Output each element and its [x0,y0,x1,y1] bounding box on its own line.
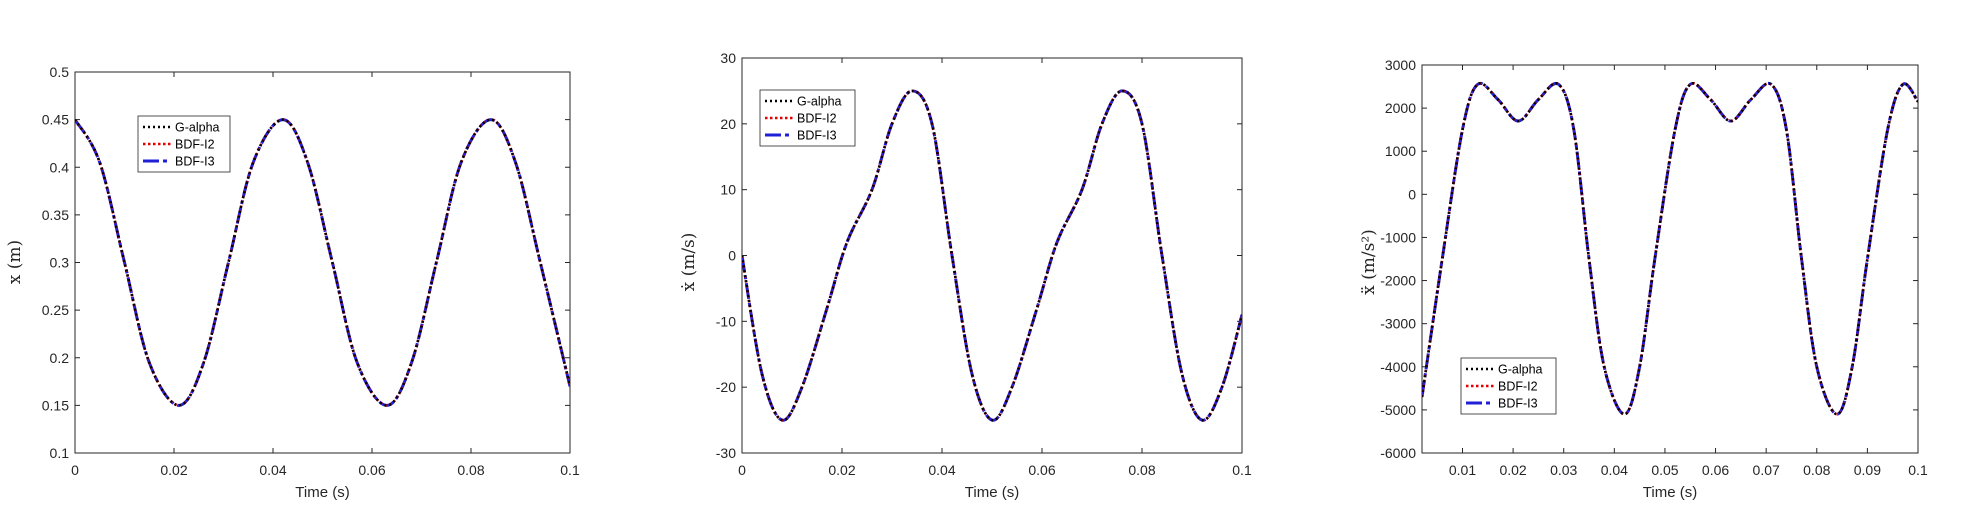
legend-label: G-alpha [797,95,842,109]
x-tick-label: 0.06 [1028,462,1055,478]
series-line-g-alpha [75,118,570,407]
x-tick-label: 0.09 [1854,462,1881,478]
y-tick-label: 0.45 [42,112,69,128]
x-tick-label: 0.03 [1550,462,1577,478]
x-axis-title: Time (s) [1643,484,1697,501]
y-tick-label: -6000 [1380,445,1416,461]
x-tick-label: 0.06 [1702,462,1729,478]
x-tick-label: 0.06 [358,462,385,478]
y-tick-label: 0 [728,248,736,264]
x-tick-label: 0.04 [259,462,286,478]
x-tick-label: 0.1 [560,462,580,478]
y-tick-label: 20 [720,116,736,132]
y-tick-label: 1000 [1385,143,1416,159]
chart-2: 0 0.02 0.04 0.06 0.08 0.1 -30 -20 -10 0 10 20 30 Time… [679,50,1252,501]
y-tick-label: -1000 [1380,229,1416,245]
x-tick-label: 0.02 [160,462,187,478]
y-axis-title: ẋ (m/s) [679,233,699,292]
y-tick-label: 0.25 [42,302,69,318]
y-tick-label: -2000 [1380,273,1416,289]
y-tick-label: 3000 [1385,57,1416,73]
legend-label: BDF-I3 [797,129,837,143]
y-tick-label: 2000 [1385,100,1416,116]
y-tick-label: -20 [716,379,736,395]
legend: G-alpha BDF-I2 BDF-I3 [759,89,856,147]
series-line-g-alpha [1422,82,1918,416]
y-tick-label: -5000 [1380,402,1416,418]
x-tick-label: 0 [738,462,746,478]
y-tick-label: 0.2 [50,350,70,366]
x-tick-label: 0.1 [1908,462,1928,478]
legend-label: BDF-I2 [797,112,837,126]
y-tick-label: 10 [720,182,736,198]
legend-label: BDF-I3 [175,155,215,169]
x-tick-label: 0.01 [1449,462,1476,478]
y-axis-title: ẍ (m/s²) [1359,229,1379,295]
y-tick-label: -30 [716,445,736,461]
y-tick-label: 0.3 [50,255,70,271]
x-tick-label: 0.08 [457,462,484,478]
y-tick-label: 0.5 [50,64,70,80]
x-axis-title: Time (s) [295,484,349,501]
y-tick-label: 0.1 [50,445,70,461]
x-tick-label: 0.1 [1232,462,1252,478]
legend-label: G-alpha [1498,363,1543,377]
legend-label: BDF-I2 [175,138,215,152]
y-tick-label: 0.35 [42,207,69,223]
legend: G-alpha BDF-I2 BDF-I3 [1460,357,1557,415]
x-tick-label: 0.02 [1499,462,1526,478]
x-tick-label: 0.08 [1803,462,1830,478]
legend-label: G-alpha [175,121,220,135]
series-line-g-alpha [742,89,1242,422]
y-tick-label: -4000 [1380,359,1416,375]
chart-1: 0 0.02 0.04 0.06 0.08 0.1 0.1 0.15 0.2 0.25 0.3 0.3… [5,64,580,501]
x-tick-label: 0.07 [1753,462,1780,478]
legend-label: BDF-I2 [1498,380,1538,394]
x-tick-label: 0.08 [1128,462,1155,478]
y-tick-label: -3000 [1380,316,1416,332]
y-tick-label: 0.15 [42,397,69,413]
legend-label: BDF-I3 [1498,397,1538,411]
y-tick-label: -10 [716,313,736,329]
y-axis-title: x (m) [5,240,25,284]
x-tick-label: 0 [71,462,79,478]
y-tick-label: 0.4 [50,159,70,175]
x-tick-label: 0.04 [928,462,955,478]
x-axis-title: Time (s) [965,484,1019,501]
x-tick-label: 0.05 [1651,462,1678,478]
y-tick-label: 30 [720,50,736,66]
x-tick-label: 0.04 [1601,462,1628,478]
chart-3: 0.01 0.02 0.03 0.04 0.05 0.06 0.07 0.08 0.09 0.1 -… [1359,57,1928,501]
x-tick-label: 0.02 [828,462,855,478]
legend: G-alpha BDF-I2 BDF-I3 [137,115,231,173]
y-tick-label: 0 [1408,186,1416,202]
